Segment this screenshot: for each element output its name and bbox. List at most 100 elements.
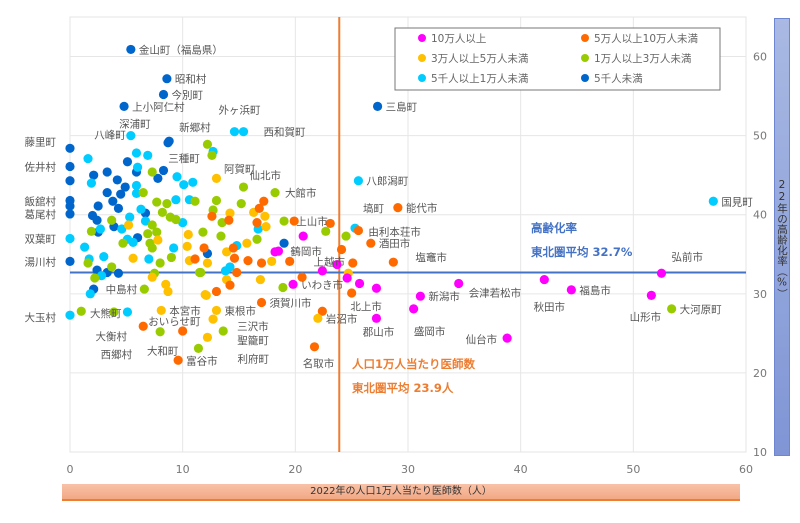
point-label: 西和賀町 — [264, 127, 306, 139]
point-label: 双葉町 — [25, 232, 57, 245]
x-tick-label: 0 — [67, 463, 74, 476]
labeled-data-point — [415, 291, 425, 301]
labeled-data-point — [371, 313, 382, 323]
labeled-data-point — [289, 216, 299, 226]
legend-label: 5千人未満 — [594, 73, 643, 85]
point-label: 新郷村 — [179, 121, 211, 134]
data-point — [188, 177, 198, 187]
labeled-data-point — [126, 44, 136, 55]
point-label: 外ヶ浜町 — [218, 105, 260, 117]
data-point — [216, 231, 226, 241]
data-point — [190, 254, 200, 264]
data-point — [161, 279, 171, 289]
data-point — [172, 172, 182, 182]
data-point — [199, 243, 209, 253]
y-tick-label: 60 — [753, 51, 767, 64]
data-point — [118, 238, 128, 248]
x-tick-label: 50 — [626, 463, 640, 476]
labeled-data-point — [313, 313, 323, 323]
data-point — [65, 176, 75, 186]
labeled-data-point — [218, 326, 228, 336]
labeled-data-point — [65, 161, 75, 172]
point-label: 鶴岡市 — [290, 245, 322, 258]
labeled-data-point — [65, 143, 75, 153]
data-point — [255, 274, 266, 285]
data-point — [321, 226, 331, 236]
labeled-data-point — [65, 201, 75, 211]
labeled-data-point — [164, 136, 174, 146]
data-point — [89, 170, 99, 180]
y-axis-title-bar: 22年の高齢化率（%） — [774, 18, 790, 456]
point-label: 三沢市 — [237, 320, 269, 333]
data-point — [112, 175, 122, 185]
data-point — [143, 150, 153, 161]
point-label: 深浦町 — [119, 118, 151, 131]
point-label: 由利本荘市 — [368, 226, 421, 239]
point-label: 郡山市 — [363, 325, 395, 338]
data-point — [182, 241, 192, 251]
data-point — [139, 284, 149, 294]
labeled-data-point — [65, 209, 75, 219]
data-point — [152, 197, 162, 207]
data-point — [107, 215, 117, 225]
data-point — [153, 173, 163, 183]
x-tick-label: 10 — [176, 463, 190, 476]
data-point — [140, 216, 151, 226]
y-axis-ticks: 10 20 30 40 50 60 — [753, 51, 767, 459]
data-point — [125, 212, 135, 222]
labeled-data-point — [238, 127, 249, 137]
point-label: 大和町 — [147, 344, 179, 357]
x-axis-ticks: 0 10 20 30 40 50 60 — [67, 463, 754, 476]
labeled-data-point — [656, 268, 667, 278]
data-points — [65, 44, 718, 365]
data-point — [122, 157, 133, 167]
x-tick-label: 30 — [401, 463, 415, 476]
point-label: 三種町 — [168, 152, 200, 165]
labeled-data-point — [708, 196, 718, 206]
point-label: 福島市 — [579, 284, 611, 297]
labeled-data-point — [65, 233, 75, 244]
data-point — [232, 267, 242, 278]
legend-marker — [418, 34, 426, 42]
data-point — [190, 196, 200, 206]
labeled-data-point — [566, 285, 576, 295]
data-point — [143, 229, 153, 239]
labeled-data-point — [238, 182, 249, 192]
legend-marker — [581, 54, 589, 62]
data-point — [136, 204, 146, 214]
point-label: 東根市 — [224, 304, 256, 317]
point-label: 上小阿仁村 — [132, 100, 185, 113]
legend-label: 3万人以上5万人未満 — [431, 53, 529, 65]
data-point — [153, 235, 163, 245]
data-point — [86, 178, 97, 188]
data-point — [102, 167, 112, 177]
y-tick-label: 30 — [753, 288, 767, 301]
point-label: 阿賀町 — [224, 163, 256, 175]
labeled-data-point — [119, 101, 129, 111]
data-point — [131, 188, 142, 198]
y-tick-label: 20 — [753, 367, 767, 380]
data-point — [99, 252, 109, 262]
data-point — [108, 196, 118, 206]
aging-avg-label-2: 東北圏平均 32.7% — [531, 245, 633, 259]
data-point — [80, 242, 90, 252]
point-label: 能代市 — [406, 202, 438, 215]
labeled-data-point — [162, 74, 172, 84]
data-point — [133, 162, 143, 172]
point-label: 新潟市 — [428, 290, 460, 303]
data-point — [162, 199, 172, 209]
point-label: 佐井村 — [25, 160, 57, 173]
data-point — [166, 252, 176, 263]
data-point — [225, 208, 235, 218]
data-point — [347, 288, 357, 298]
labeled-data-point — [83, 153, 93, 164]
point-label: 三島町 — [386, 100, 418, 113]
data-point — [171, 214, 181, 225]
x-tick-label: 60 — [739, 463, 753, 476]
point-label: 大玉村 — [25, 311, 57, 324]
data-point — [90, 273, 100, 283]
point-label: 岩沼市 — [326, 312, 358, 325]
point-label: いわき市 — [301, 278, 343, 291]
point-label: 仙台市 — [466, 333, 498, 346]
